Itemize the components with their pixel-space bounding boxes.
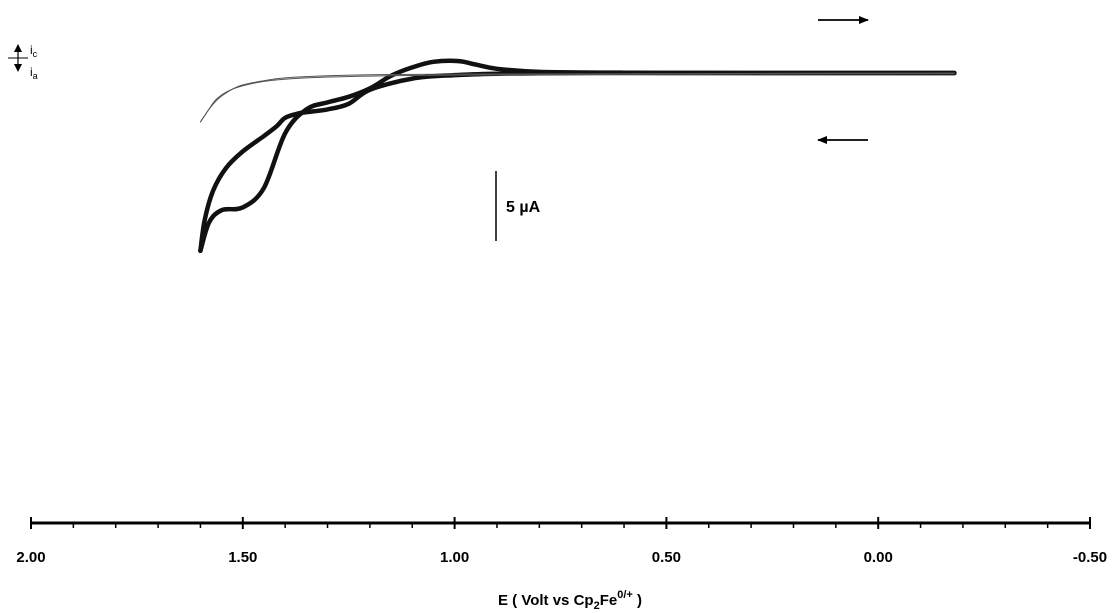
- current-scale-bar: 5 µA: [495, 171, 541, 241]
- series-line-sample-forward: [198, 58, 957, 254]
- x-tick-label-3: 0.50: [652, 549, 681, 566]
- current-direction-indicator: ic ia: [8, 43, 38, 81]
- series-line-blank-forward: [199, 73, 955, 123]
- x-tick-label-2: 1.00: [440, 549, 469, 566]
- x-axis-label: E ( Volt vs Cp2Fe0/+ ): [498, 589, 642, 612]
- anodic-current-label: ia: [30, 65, 38, 81]
- cathodic-arrow-icon: [14, 44, 22, 52]
- series-line-sample-reverse: [198, 70, 957, 254]
- anodic-arrow-icon: [14, 64, 22, 72]
- series-line-blank-reverse: [199, 72, 955, 123]
- scale-bar-label: 5 µA: [506, 199, 541, 216]
- series-layer: [198, 58, 957, 254]
- cathodic-current-label: ic: [30, 43, 38, 59]
- x-tick-label-0: 2.00: [16, 549, 45, 566]
- x-tick-label-4: 0.00: [864, 549, 893, 566]
- x-tick-label-5: -0.50: [1073, 549, 1107, 566]
- x-axis: 2.00 1.50 1.00 0.50 0.00 -0.50: [16, 517, 1107, 566]
- x-tick-label-1: 1.50: [228, 549, 257, 566]
